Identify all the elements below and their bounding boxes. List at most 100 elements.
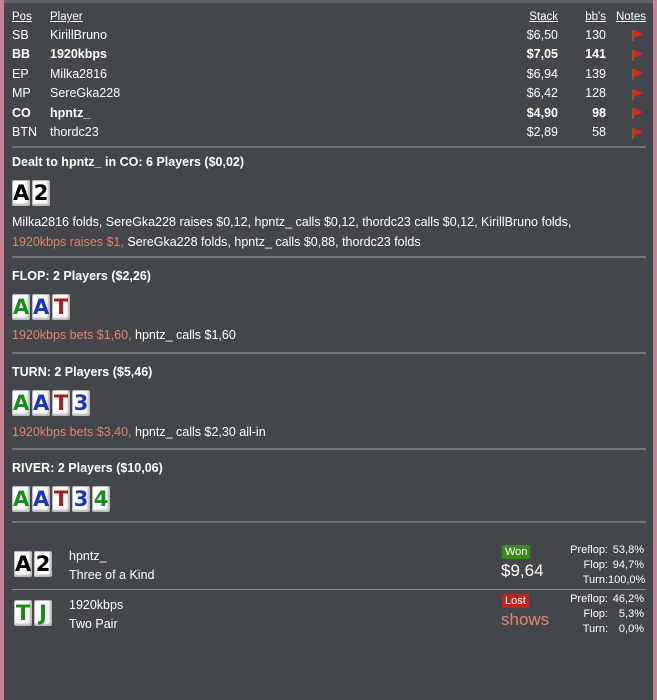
preflop-actions: Milka2816 folds, SereGka228 raises $0,12…: [12, 212, 642, 252]
seat-player: KirillBruno: [50, 27, 107, 42]
result-hand: Three of a Kind: [69, 568, 155, 582]
notes-cell[interactable]: [606, 45, 646, 65]
river-title: RIVER: 2 Players ($10,06): [12, 461, 163, 475]
equity-value: 94,7%: [612, 559, 644, 571]
playing-card: 2: [32, 180, 50, 206]
col-bbs[interactable]: bb's: [585, 11, 606, 23]
equity-street: Preflop:: [570, 544, 608, 556]
seat-pos: CO: [12, 105, 31, 120]
playing-card: A: [12, 294, 30, 320]
playing-card: 3: [72, 486, 90, 512]
playing-card: T: [52, 486, 70, 512]
playing-card: T: [52, 294, 70, 320]
turn-actions: 1920kbps bets $3,40, hpntz_ calls $2,30 …: [12, 422, 642, 442]
notes-cell[interactable]: [606, 84, 646, 104]
seat-row[interactable]: SB KirillBruno $6,50 130: [12, 25, 646, 45]
result-hand: Two Pair: [69, 617, 118, 631]
seat-row[interactable]: BB 1920kbps $7,05 141: [12, 45, 646, 65]
preflop-raise: 1920kbps raises $1,: [12, 235, 124, 249]
result-player-name: 1920kbps: [69, 598, 124, 612]
result-amount: $9,64: [501, 561, 544, 580]
seat-pos: EP: [12, 66, 29, 81]
result-player: hpntz_ Three of a Kind: [69, 547, 154, 585]
seat-row[interactable]: CO hpntz_ $4,90 98: [12, 103, 646, 123]
notes-cell[interactable]: [606, 103, 646, 123]
playing-card: A: [12, 180, 30, 206]
seat-player: 1920kbps: [50, 47, 107, 62]
seat-player: thordc23: [50, 125, 99, 140]
playing-card: 2: [34, 551, 52, 577]
equity-row: Flop: 5,3%: [570, 607, 644, 622]
flop-call: hpntz_ calls $1,60: [131, 328, 236, 342]
equity-row: Turn: 0,0%: [570, 622, 644, 637]
result-amount: shows: [501, 610, 550, 629]
seat-bbs: 58: [592, 125, 606, 140]
seat-bbs: 130: [585, 27, 606, 42]
seats-table: Pos Player Stack bb's Notes SB KirillBru…: [12, 9, 646, 142]
divider: [12, 589, 646, 590]
equity-street: Flop:: [583, 559, 608, 571]
equity-row: Preflop: 53,8%: [570, 543, 644, 558]
flop-actions: 1920kbps bets $1,60, hpntz_ calls $1,60: [12, 325, 642, 345]
playing-card: 4: [92, 486, 110, 512]
col-player[interactable]: Player: [50, 11, 83, 23]
playing-card: A: [32, 294, 50, 320]
turn-bet: 1920kbps bets $3,40,: [12, 425, 132, 439]
playing-card: A: [14, 551, 32, 577]
seat-bbs: 98: [592, 105, 606, 120]
seat-bbs: 128: [585, 86, 606, 101]
equity-value: 5,3%: [618, 608, 644, 620]
equity-row: Preflop: 46,2%: [570, 592, 644, 607]
seat-stack: $4,90: [526, 105, 558, 120]
seat-stack: $6,94: [526, 66, 558, 81]
equity-row: Turn:100,0%: [570, 573, 646, 588]
equity-street: Turn:: [582, 623, 608, 635]
equity-value: 53,8%: [612, 544, 644, 556]
seat-row[interactable]: MP SereGka228 $6,42 128: [12, 84, 646, 104]
hand-history-panel: Pos Player Stack bb's Notes SB KirillBru…: [4, 0, 653, 700]
playing-card: J: [34, 600, 52, 626]
equity-list: Preflop: 46,2% Flop: 5,3% Turn: 0,0%: [570, 592, 644, 637]
result-player-name: hpntz_: [69, 549, 107, 563]
seat-row[interactable]: BTN thordc23 $2,89 58: [12, 123, 646, 143]
note-flag-icon[interactable]: [631, 68, 643, 81]
result-player: 1920kbps Two Pair: [69, 596, 123, 634]
won-badge: Won: [502, 545, 531, 559]
seat-pos: MP: [12, 86, 31, 101]
notes-cell[interactable]: [606, 123, 646, 143]
note-flag-icon[interactable]: [631, 107, 643, 120]
seat-player: Milka2816: [50, 66, 107, 81]
playing-card: T: [52, 390, 70, 416]
notes-cell[interactable]: [606, 25, 646, 45]
divider: [12, 352, 646, 354]
playing-card: 3: [72, 390, 90, 416]
col-pos[interactable]: Pos: [12, 11, 32, 23]
seat-row[interactable]: EP Milka2816 $6,94 139: [12, 64, 646, 84]
playing-card: T: [14, 600, 32, 626]
notes-cell[interactable]: [606, 64, 646, 84]
note-flag-icon[interactable]: [631, 29, 643, 42]
seat-pos: SB: [12, 27, 29, 42]
divider: [12, 256, 646, 258]
divider: [12, 448, 646, 450]
equity-street: Flop:: [583, 608, 608, 620]
equity-street: Preflop:: [570, 593, 608, 605]
col-stack[interactable]: Stack: [529, 11, 558, 23]
lost-badge: Lost: [502, 594, 529, 608]
playing-card: A: [32, 390, 50, 416]
note-flag-icon[interactable]: [631, 88, 643, 100]
note-flag-icon[interactable]: [631, 49, 643, 61]
equity-street: Turn:: [582, 574, 608, 586]
seat-stack: $6,50: [526, 27, 558, 42]
equity-row: Flop: 94,7%: [570, 558, 644, 573]
col-notes[interactable]: Notes: [615, 11, 646, 23]
seat-pos: BTN: [12, 125, 37, 140]
turn-call: hpntz_ calls $2,30 all-in: [131, 425, 266, 439]
note-flag-icon[interactable]: [631, 127, 643, 139]
